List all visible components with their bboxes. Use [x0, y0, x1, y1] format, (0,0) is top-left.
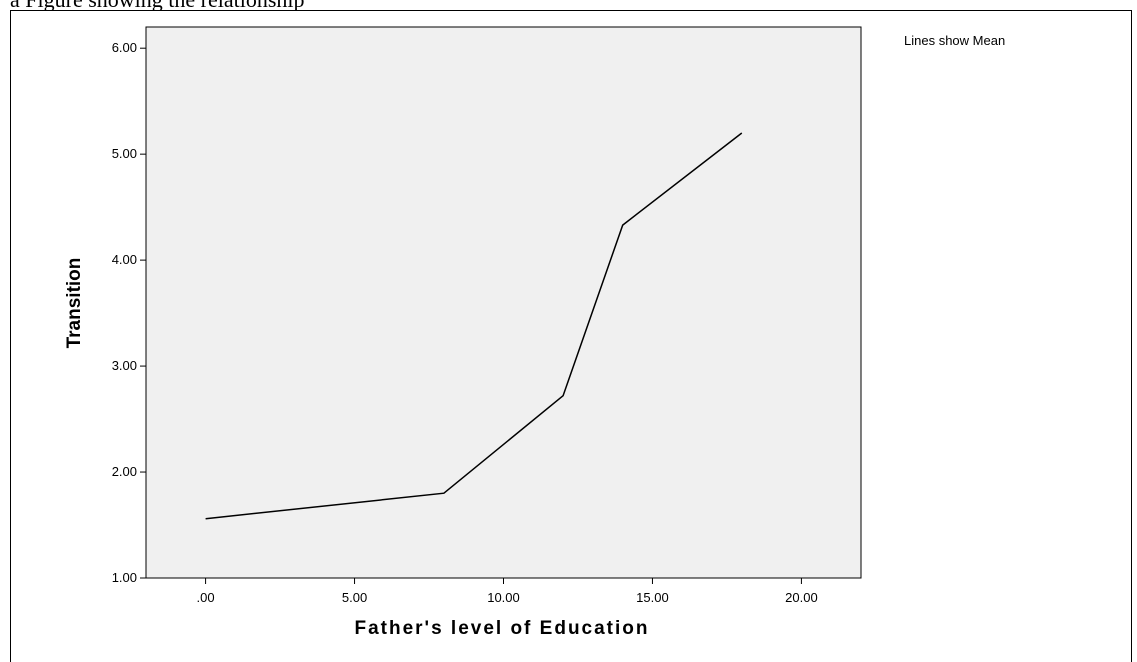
- x-tick-label: 10.00: [487, 590, 520, 605]
- y-axis: 1.00 2.00 3.00 4.00 5.00 6.00: [112, 40, 146, 585]
- top-caption: a Figure showing the relationship: [10, 0, 305, 10]
- legend-note: Lines show Mean: [904, 33, 1005, 48]
- x-tick-label: 20.00: [785, 590, 818, 605]
- y-tick-label: 4.00: [112, 252, 137, 267]
- x-tick-label: .00: [197, 590, 215, 605]
- x-tick-label: 5.00: [342, 590, 367, 605]
- y-axis-title: Transition: [64, 258, 85, 349]
- y-tick-label: 1.00: [112, 570, 137, 585]
- x-tick-label: 15.00: [636, 590, 669, 605]
- y-tick-label: 3.00: [112, 358, 137, 373]
- series-line: [205, 132, 743, 520]
- x-axis-title: Father's level of Education: [354, 618, 649, 639]
- y-tick-label: 6.00: [112, 40, 137, 55]
- x-axis: .00 5.00 10.00 15.00 20.00: [197, 578, 818, 605]
- y-tick-label: 2.00: [112, 464, 137, 479]
- y-tick-label: 5.00: [112, 146, 137, 161]
- plot-area: [145, 26, 862, 579]
